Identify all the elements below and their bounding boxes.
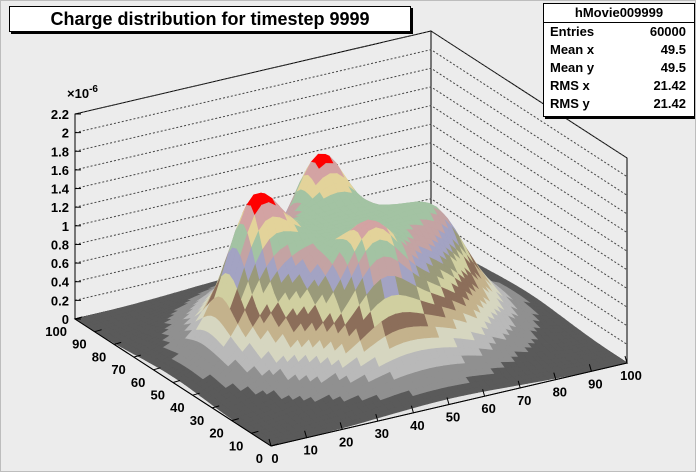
z-gridline: [74, 179, 628, 308]
x-tick: [446, 397, 450, 405]
x-tick: [482, 389, 486, 397]
y-tick-label: 80: [92, 349, 106, 364]
stats-label: RMS y: [550, 96, 590, 111]
z-gridline: [74, 123, 628, 252]
y-tick-label: 100: [45, 324, 67, 339]
stats-value: 21.42: [653, 78, 686, 93]
y-tick: [133, 354, 141, 358]
y-tick-label: 90: [72, 337, 86, 352]
z-tick-label: 0.2: [51, 293, 69, 308]
x-tick-label: 70: [517, 393, 531, 408]
z-tick-label: 1.8: [51, 144, 69, 159]
stats-row-rms-x: RMS x 21.42: [544, 77, 694, 95]
z-gridline: [74, 67, 628, 196]
stats-label: Entries: [550, 24, 595, 39]
x-tick: [410, 405, 414, 413]
x-tick: [339, 422, 343, 430]
y-tick: [251, 430, 259, 434]
x-tick: [517, 380, 521, 389]
y-tick-label: 30: [190, 413, 204, 428]
z-tick-label: 1.4: [51, 182, 70, 197]
z-gridline: [74, 105, 628, 233]
x-tick-label: 60: [481, 401, 495, 416]
y-tick: [192, 392, 200, 396]
stats-row-entries: Entries 60000: [544, 23, 694, 41]
chart-title: Charge distribution for timestep 9999: [9, 6, 411, 32]
z-tick-label: 0.4: [51, 275, 70, 290]
z-gridline: [74, 198, 628, 327]
x-tick: [588, 364, 592, 372]
z-tick-label: 2.2: [51, 107, 69, 122]
z-tick-label: 0.6: [51, 256, 69, 271]
y-tick: [270, 443, 279, 447]
y-tick: [212, 405, 220, 409]
stats-value: 21.42: [653, 96, 686, 111]
z-tick-label: 0: [62, 312, 69, 327]
stats-title: hMovie009999: [544, 4, 694, 23]
z-gridline: [74, 142, 628, 271]
stats-box: hMovie009999 Entries 60000 Mean x 49.5 M…: [543, 3, 695, 117]
x-tick-label: 20: [339, 434, 353, 449]
z-exponent-power: -6: [89, 84, 98, 95]
z-exponent-label: ×10-6: [67, 84, 98, 101]
y-tick: [94, 329, 102, 333]
x-tick: [553, 372, 557, 380]
y-tick: [74, 316, 83, 320]
stats-label: RMS x: [550, 78, 590, 93]
stats-row-mean-x: Mean x 49.5: [544, 41, 694, 59]
y-tick-label: 60: [131, 375, 145, 390]
y-tick-label: 40: [170, 400, 184, 415]
z-tick-label: 1.6: [51, 163, 69, 178]
x-tick: [304, 430, 308, 438]
x-tick-label: 10: [303, 443, 317, 458]
z-tick-label: 2: [62, 126, 69, 141]
z-gridline: [74, 160, 628, 289]
z-gridline: [74, 49, 628, 178]
x-tick-label: 50: [446, 410, 460, 425]
y-tick-label: 0: [256, 451, 263, 466]
z-tick-label: 1: [62, 219, 69, 234]
y-tick-label: 50: [151, 388, 165, 403]
stats-row-rms-y: RMS y 21.42: [544, 95, 694, 113]
y-tick-label: 10: [229, 438, 243, 453]
y-tick-label: 20: [209, 426, 223, 441]
stats-label: Mean x: [550, 42, 595, 57]
x-tick-label: 100: [620, 368, 642, 383]
axes: 0 0.2 0.4 0.6 0.8 1 1.2 1.4 1.6 1.8 2 2.2 ×10-6 0 10 20…: [45, 84, 642, 466]
x-tick-label: 30: [375, 426, 389, 441]
y-tick: [231, 418, 239, 422]
y-tick: [153, 367, 161, 371]
x-tick-label: 80: [553, 385, 567, 400]
z-gridline: [74, 86, 628, 215]
y-tick: [172, 380, 181, 383]
x-tick-label: 0: [271, 451, 278, 466]
x-tick: [268, 438, 272, 447]
x-tick: [624, 355, 628, 364]
y-tick: [114, 341, 122, 345]
surface-bands: [74, 153, 628, 447]
stats-label: Mean y: [550, 60, 595, 75]
x-tick-label: 40: [410, 418, 424, 433]
z-tick-label: 1.2: [51, 200, 69, 215]
stats-value: 49.5: [660, 42, 686, 57]
x-tick: [375, 413, 379, 422]
stats-value: 60000: [649, 24, 686, 39]
stats-row-mean-y: Mean y 49.5: [544, 59, 694, 77]
z-tick-label: 0.8: [51, 237, 69, 252]
y-tick-label: 70: [111, 362, 125, 377]
stats-value: 49.5: [660, 60, 686, 75]
x-tick-label: 90: [588, 376, 602, 391]
